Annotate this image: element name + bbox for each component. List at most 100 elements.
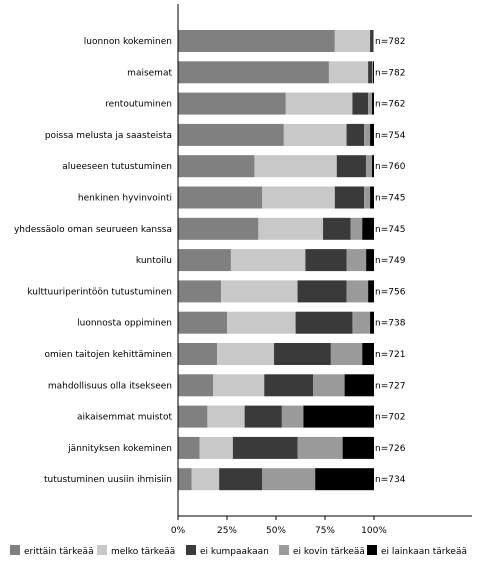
bar-segment-10-0 [178, 343, 218, 365]
legend-swatch-3 [279, 545, 289, 555]
bar-segment-14-2 [219, 468, 263, 491]
bar-segment-14-0 [178, 468, 192, 491]
bar-segment-4-3 [366, 155, 373, 178]
bar-segment-13-0 [178, 436, 200, 459]
bar-segment-0-3 [373, 30, 374, 52]
bar-segment-6-3 [350, 217, 363, 240]
bar-segment-13-1 [199, 436, 233, 459]
bar-segment-14-4 [315, 468, 374, 491]
bar-segment-2-1 [285, 92, 353, 115]
bar-segment-8-1 [221, 280, 298, 303]
bar-segment-7-1 [230, 249, 306, 272]
n-label: n=727 [375, 381, 405, 391]
bar-segment-3-4 [370, 123, 374, 146]
bar-segment-12-1 [207, 405, 245, 428]
bar-segment-14-3 [262, 468, 316, 491]
bar-segment-5-3 [364, 186, 371, 209]
category-label: kuntoilu [136, 256, 172, 266]
bar-segment-11-3 [313, 374, 345, 397]
bar-segment-7-4 [366, 249, 374, 272]
category-label: kulttuuriperintöön tutustuminen [27, 287, 172, 297]
category-label: alueeseen tutustuminen [62, 162, 172, 172]
bar-segment-13-2 [232, 436, 298, 459]
bar-segment-12-0 [178, 405, 208, 428]
bars-layer [178, 30, 374, 491]
bar-segment-1-3 [372, 61, 374, 84]
x-tick-label: 50% [266, 526, 286, 536]
legend-label-3: ei kovin tärkeää [293, 547, 365, 557]
category-labels: luonnon kokeminen maisemat rentoutuminen po… [14, 37, 173, 485]
bar-segment-13-4 [342, 436, 374, 459]
bar-segment-10-1 [217, 343, 275, 365]
category-label: yhdessäolo oman seurueen kanssa [14, 225, 172, 235]
bar-segment-11-4 [344, 374, 374, 397]
bar-segment-10-2 [274, 343, 331, 365]
bar-segment-4-1 [254, 155, 337, 178]
legend-label-0: erittäin tärkeää [24, 547, 94, 557]
category-label: tutustuminen uusiin ihmisiin [44, 475, 172, 485]
bar-segment-13-3 [297, 436, 343, 459]
bar-segment-2-3 [368, 92, 373, 115]
bar-segment-9-1 [227, 311, 296, 334]
n-label: n=756 [375, 287, 406, 297]
bar-segment-7-2 [305, 249, 347, 272]
bar-segment-2-0 [178, 92, 286, 115]
legend-label-4: ei lainkaan tärkeää [381, 547, 467, 557]
bar-segment-0-0 [178, 30, 335, 52]
bar-segment-5-0 [178, 186, 263, 209]
legend-label-1: melko tärkeää [111, 547, 175, 557]
bar-segment-8-4 [368, 280, 374, 303]
bar-segment-14-1 [191, 468, 220, 491]
category-label: rentoutuminen [105, 100, 172, 110]
category-label: mahdollisuus olla itsekseen [48, 381, 172, 391]
n-label: n=745 [375, 225, 405, 235]
bar-segment-8-0 [178, 280, 222, 303]
bar-segment-8-3 [346, 280, 369, 303]
bar-segment-6-0 [178, 217, 259, 240]
x-tick-labels: 0% 25% 50% 75% 100% [171, 516, 387, 536]
x-tick-label: 0% [171, 526, 186, 536]
n-label: n=745 [375, 194, 405, 204]
bar-segment-0-1 [334, 30, 371, 52]
bar-segment-9-3 [352, 311, 371, 334]
n-label: n=760 [375, 162, 406, 172]
bar-segment-2-4 [372, 92, 374, 115]
bar-segment-12-4 [303, 405, 374, 428]
bar-segment-3-0 [178, 123, 284, 146]
bar-segment-11-2 [264, 374, 314, 397]
bar-segment-3-3 [364, 123, 371, 146]
bar-segment-3-1 [283, 123, 347, 146]
n-label: n=738 [375, 319, 406, 329]
x-tick-label: 25% [217, 526, 237, 536]
bar-segment-7-0 [178, 249, 231, 272]
bar-segment-7-3 [346, 249, 367, 272]
bar-segment-0-2 [370, 30, 374, 52]
n-label: n=762 [375, 100, 405, 110]
bar-segment-3-2 [346, 123, 365, 146]
bar-segment-10-3 [330, 343, 363, 365]
bar-segment-4-2 [336, 155, 367, 178]
category-label: henkinen hyvinvointi [78, 194, 172, 204]
bar-segment-5-1 [262, 186, 335, 209]
n-label: n=749 [375, 256, 406, 266]
n-label: n=726 [375, 444, 406, 454]
bar-segment-6-2 [323, 217, 351, 240]
legend-swatch-4 [367, 545, 377, 555]
legend-label-2: ei kumpaakaan [200, 547, 269, 557]
n-label: n=754 [375, 131, 406, 141]
category-label: aikaisemmat muistot [77, 413, 172, 423]
legend-swatch-1 [97, 545, 107, 555]
legend: erittäin tärkeää melko tärkeää ei kumpaaka… [10, 545, 467, 557]
bar-segment-1-1 [328, 61, 369, 84]
bar-segment-12-3 [281, 405, 304, 428]
bar-segment-10-4 [362, 343, 374, 365]
bar-segment-4-0 [178, 155, 255, 178]
bar-segment-9-4 [370, 311, 374, 334]
n-label: n=721 [375, 350, 405, 360]
bar-segment-11-1 [213, 374, 265, 397]
category-label: maisemat [127, 68, 172, 78]
bar-segment-8-2 [297, 280, 347, 303]
bar-segment-6-1 [258, 217, 324, 240]
category-label: poissa melusta ja saasteista [45, 131, 172, 141]
